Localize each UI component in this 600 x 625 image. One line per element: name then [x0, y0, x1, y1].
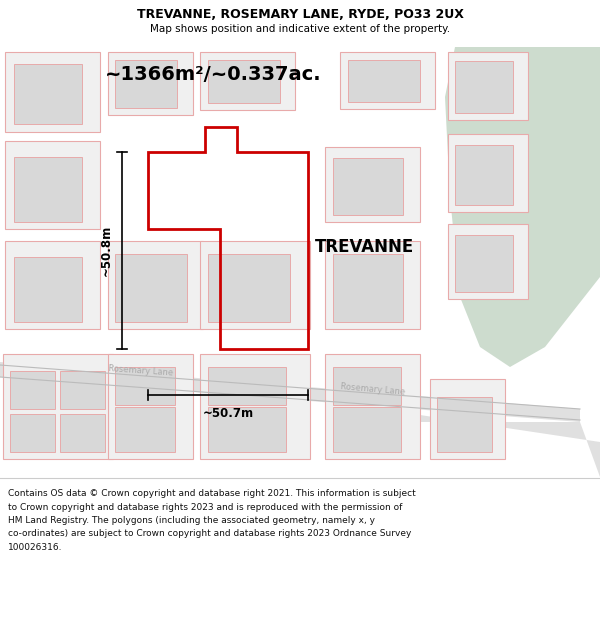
Text: HM Land Registry. The polygons (including the associated geometry, namely x, y: HM Land Registry. The polygons (includin… — [8, 516, 375, 525]
Bar — [60, 414, 105, 452]
Bar — [10, 414, 55, 452]
Bar — [14, 157, 82, 222]
Bar — [200, 354, 310, 459]
Bar — [10, 371, 55, 409]
Polygon shape — [0, 362, 580, 422]
Text: Rosemary Lane: Rosemary Lane — [340, 382, 406, 396]
Text: ~50.7m: ~50.7m — [202, 407, 254, 420]
Text: TREVANNE, ROSEMARY LANE, RYDE, PO33 2UX: TREVANNE, ROSEMARY LANE, RYDE, PO33 2UX — [137, 8, 463, 21]
Bar — [448, 224, 528, 299]
Bar — [115, 60, 177, 108]
Bar — [325, 147, 420, 222]
Text: Map shows position and indicative extent of the property.: Map shows position and indicative extent… — [150, 24, 450, 34]
Bar — [200, 52, 295, 110]
Bar — [333, 367, 401, 405]
Text: TREVANNE: TREVANNE — [315, 238, 414, 256]
Bar — [115, 254, 187, 322]
Bar — [325, 241, 420, 329]
Bar — [5, 141, 100, 229]
Bar — [348, 60, 420, 102]
Text: ~50.8m: ~50.8m — [100, 225, 113, 276]
Bar — [3, 354, 113, 459]
Bar — [14, 64, 82, 124]
Bar — [208, 60, 280, 103]
Bar — [208, 407, 286, 452]
Text: 100026316.: 100026316. — [8, 543, 62, 552]
Bar — [455, 61, 513, 113]
Text: to Crown copyright and database rights 2023 and is reproduced with the permissio: to Crown copyright and database rights 2… — [8, 503, 403, 511]
Bar — [5, 241, 100, 329]
Bar — [455, 235, 513, 292]
Text: Rosemary Lane: Rosemary Lane — [108, 364, 173, 378]
Bar — [437, 397, 492, 452]
Bar — [430, 379, 505, 459]
Text: ~1366m²/~0.337ac.: ~1366m²/~0.337ac. — [105, 64, 322, 84]
Bar — [115, 407, 175, 452]
Bar — [448, 52, 528, 120]
Bar — [200, 241, 310, 329]
Bar — [340, 52, 435, 109]
Bar — [60, 371, 105, 409]
Bar — [14, 257, 82, 322]
Bar — [333, 254, 403, 322]
Text: Contains OS data © Crown copyright and database right 2021. This information is : Contains OS data © Crown copyright and d… — [8, 489, 416, 498]
Bar — [108, 241, 203, 329]
Bar — [208, 254, 290, 322]
Text: co-ordinates) are subject to Crown copyright and database rights 2023 Ordnance S: co-ordinates) are subject to Crown copyr… — [8, 529, 412, 539]
Bar — [115, 367, 175, 405]
Polygon shape — [445, 47, 600, 367]
Bar — [455, 145, 513, 205]
Bar — [108, 52, 193, 115]
Polygon shape — [380, 409, 600, 477]
Bar — [5, 52, 100, 132]
Bar — [333, 407, 401, 452]
Bar — [208, 367, 286, 405]
Bar — [325, 354, 420, 459]
Bar — [108, 354, 193, 459]
Bar — [333, 158, 403, 215]
Bar — [448, 134, 528, 212]
